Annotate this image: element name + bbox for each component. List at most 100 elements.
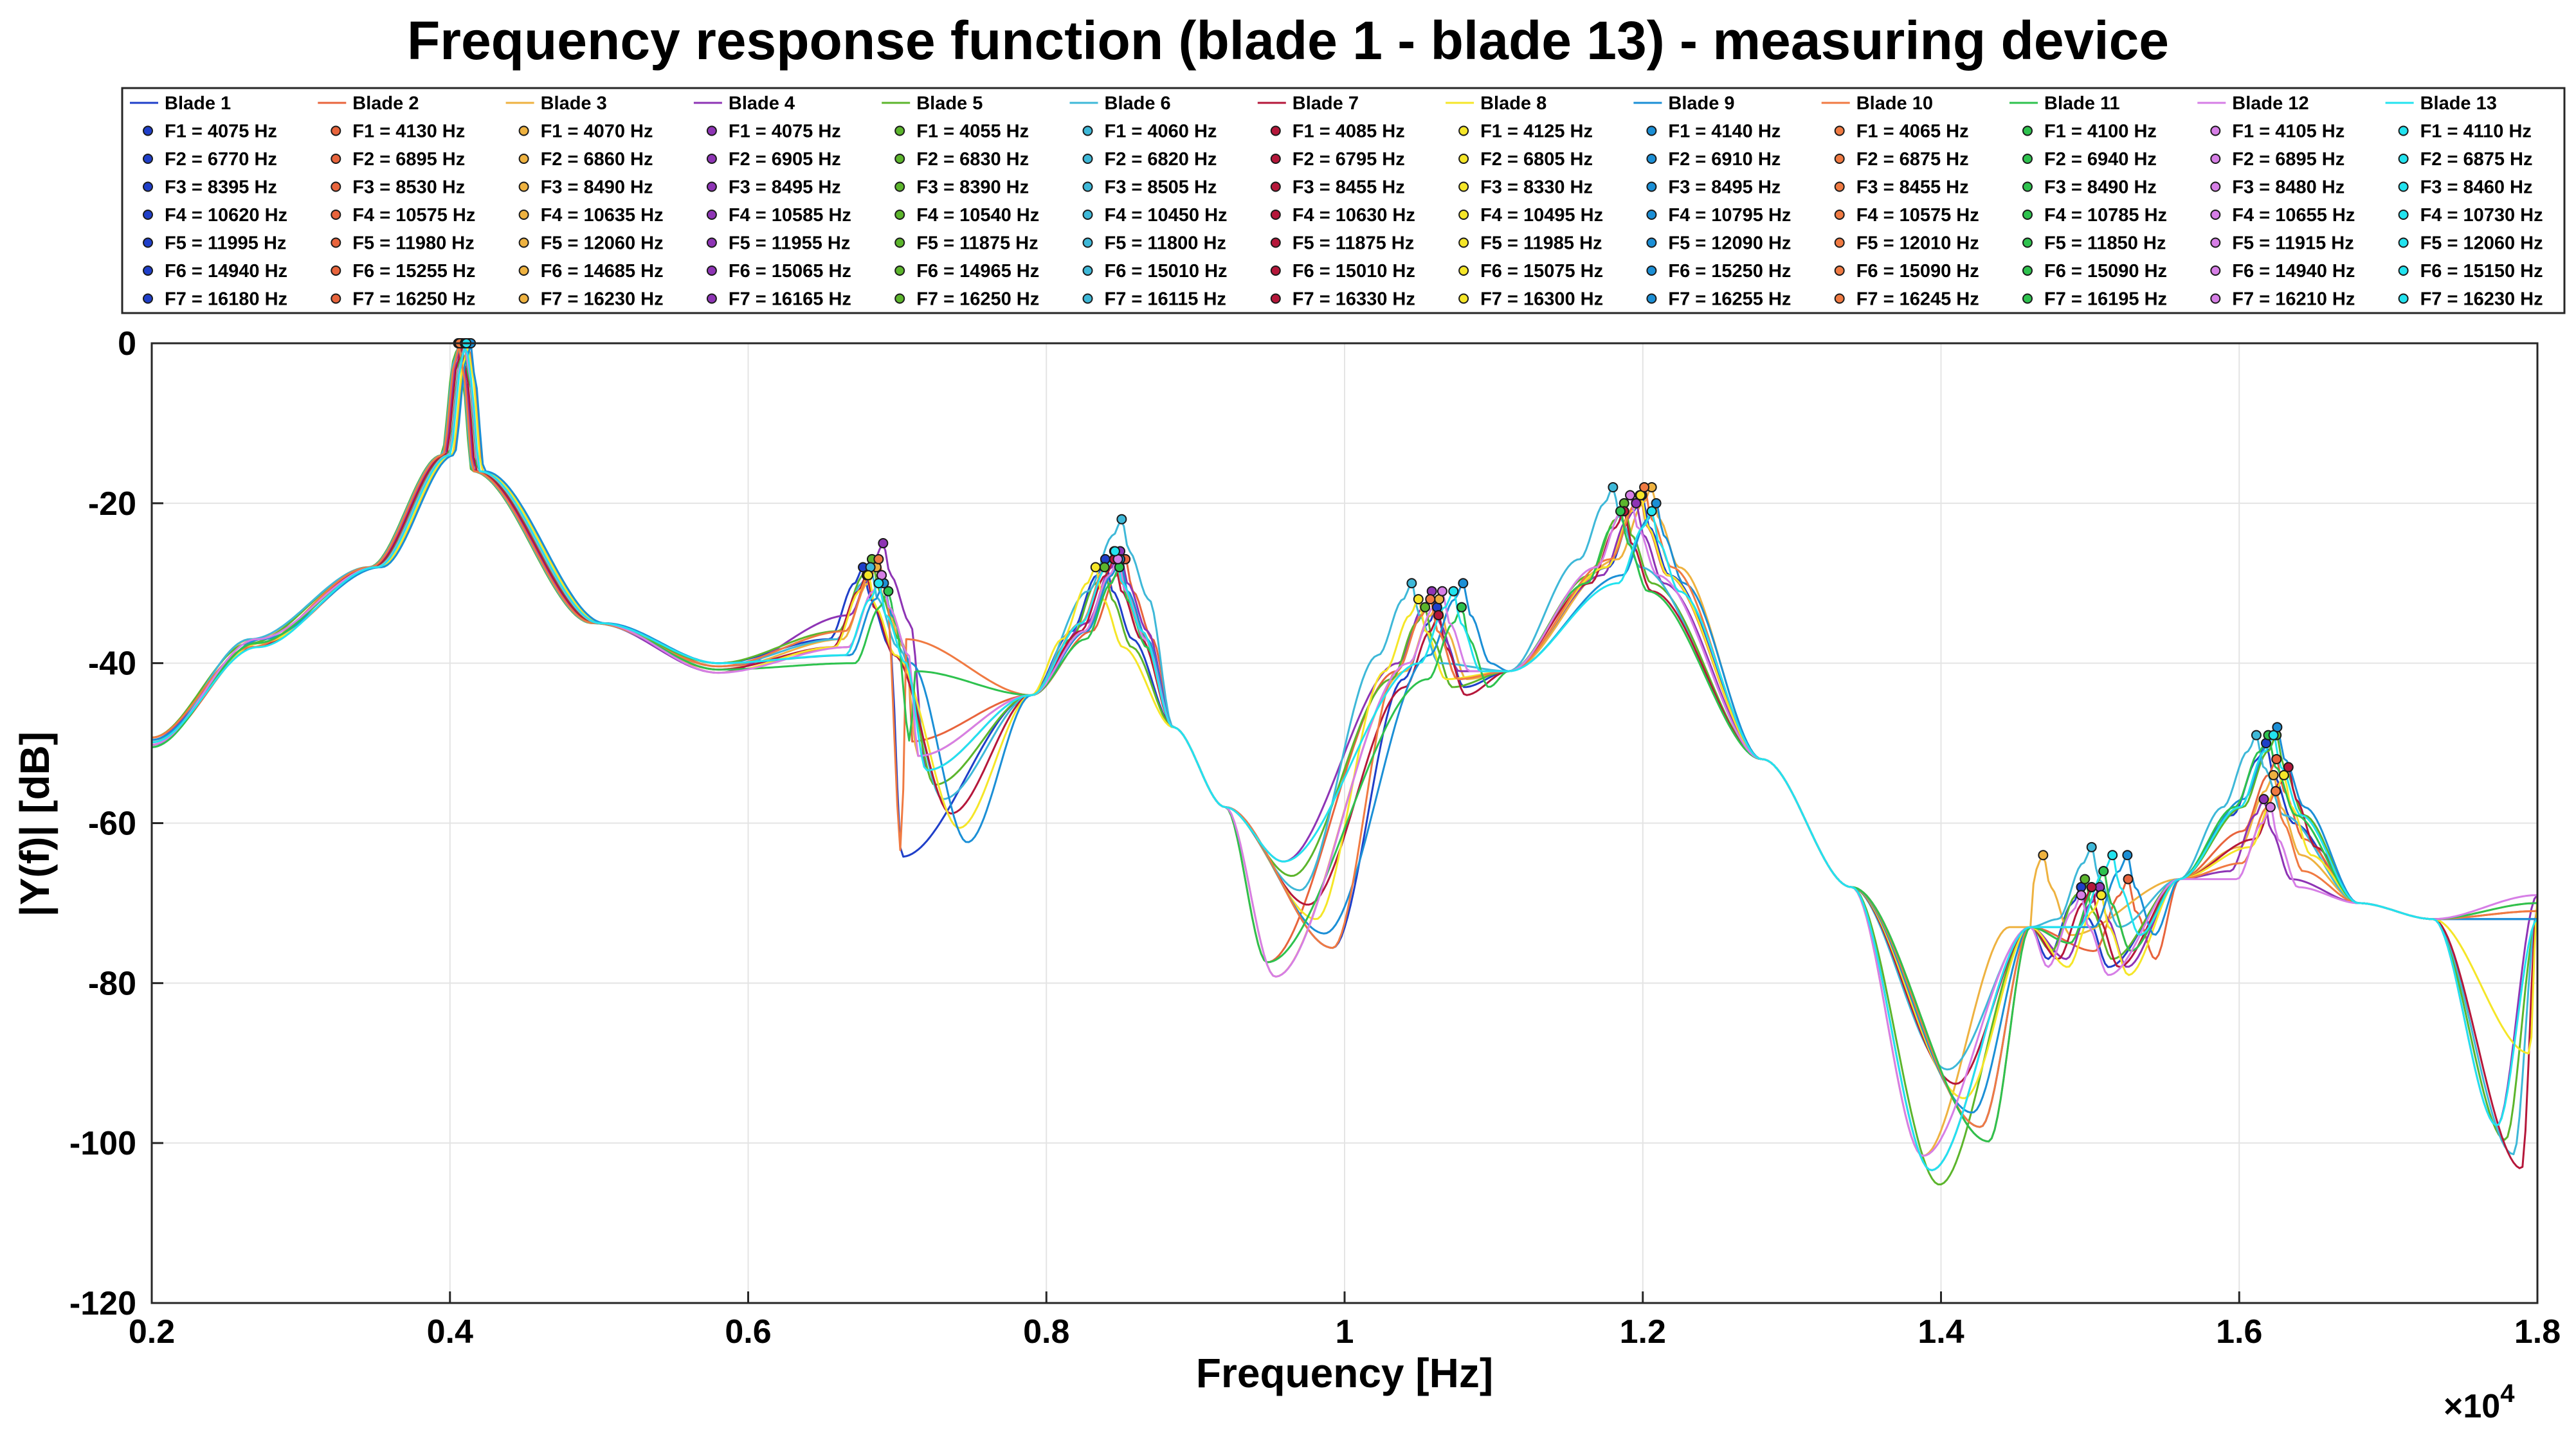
x-tick-label: 1.2 — [1620, 1313, 1666, 1351]
legend-mode-label: F7 = 16210 Hz — [2232, 289, 2355, 310]
legend-mode-label: F7 = 16330 Hz — [1293, 289, 1415, 310]
legend-mode-label: F4 = 10575 Hz — [352, 205, 475, 226]
legend-marker-swatch — [1834, 154, 1845, 164]
legend-box — [121, 87, 2566, 314]
legend-series-label: Blade 5 — [916, 93, 983, 114]
legend-marker-swatch — [1270, 181, 1281, 192]
peak-marker-blade-12-f4 — [1437, 586, 1447, 597]
legend-mode-label: F7 = 16115 Hz — [1105, 289, 1226, 310]
legend-marker-swatch — [1082, 237, 1093, 248]
legend-series-label: Blade 7 — [1293, 93, 1359, 114]
chart-title: Frequency response function (blade 1 - b… — [407, 10, 2169, 71]
legend-mode-label: F6 = 15075 Hz — [1480, 261, 1603, 282]
x-axis-exponent-power: 4 — [2500, 1380, 2515, 1408]
legend-mode-label: F5 = 11995 Hz — [165, 233, 286, 254]
legend-mode-label: F1 = 4125 Hz — [1480, 121, 1593, 142]
legend-mode-label: F1 = 4100 Hz — [2044, 121, 2157, 142]
y-tick-label: -80 — [88, 965, 136, 1002]
legend-mode-label: F5 = 11955 Hz — [729, 233, 850, 254]
peak-marker-blade-5-f6 — [2080, 874, 2091, 885]
legend-marker-swatch — [1082, 265, 1093, 276]
legend-marker-swatch — [518, 181, 529, 192]
legend-mode-label: F2 = 6770 Hz — [165, 149, 277, 170]
legend-series-label: Blade 9 — [1668, 93, 1734, 114]
legend-mode-label: F2 = 6820 Hz — [1105, 149, 1217, 170]
legend-marker-swatch — [1646, 181, 1657, 192]
peak-marker-blade-8-f3 — [1090, 562, 1101, 573]
legend-marker-swatch — [1270, 293, 1281, 304]
legend-marker-swatch — [2022, 237, 2033, 248]
legend-marker-swatch — [894, 237, 905, 248]
legend-marker-swatch — [2398, 265, 2409, 276]
legend-marker-swatch — [331, 125, 341, 136]
legend-mode-label: F2 = 6940 Hz — [2044, 149, 2157, 170]
legend-marker-swatch — [518, 210, 529, 220]
legend-mode-label: F7 = 16250 Hz — [916, 289, 1039, 310]
legend-mode-label: F6 = 15250 Hz — [1668, 261, 1791, 282]
legend-mode-label: F6 = 15010 Hz — [1105, 261, 1228, 282]
legend-marker-swatch — [1082, 293, 1093, 304]
legend-mode-label: F1 = 4105 Hz — [2232, 121, 2345, 142]
legend-marker-swatch — [143, 265, 153, 276]
legend-marker-swatch — [1270, 265, 1281, 276]
legend-mode-label: F4 = 10655 Hz — [2232, 205, 2355, 226]
legend-mode-label: F3 = 8455 Hz — [1293, 177, 1405, 198]
legend-marker-swatch — [2022, 125, 2033, 136]
legend-mode-label: F7 = 16250 Hz — [352, 289, 475, 310]
legend-mode-label: F7 = 16230 Hz — [541, 289, 664, 310]
legend-marker-swatch — [894, 210, 905, 220]
legend-marker-swatch — [143, 154, 153, 164]
legend-mode-label: F7 = 16300 Hz — [1480, 289, 1603, 310]
legend-mode-label: F5 = 11875 Hz — [916, 233, 1038, 254]
x-tick-label: 0.4 — [427, 1313, 473, 1351]
legend-mode-label: F2 = 6805 Hz — [1480, 149, 1593, 170]
legend-mode-label: F6 = 14940 Hz — [2232, 261, 2355, 282]
peak-marker-blade-6-f5 — [1608, 481, 1619, 492]
legend-marker-swatch — [2398, 293, 2409, 304]
peak-marker-blade-9-f6 — [2122, 850, 2133, 861]
legend-marker-swatch — [1458, 181, 1469, 192]
peak-marker-blade-6-f3 — [1116, 514, 1127, 525]
legend-mode-label: F1 = 4085 Hz — [1293, 121, 1405, 142]
peak-marker-blade-13-f4 — [1448, 586, 1459, 597]
x-tick-label: 1 — [1336, 1313, 1354, 1351]
legend-mode-label: F7 = 16165 Hz — [729, 289, 851, 310]
legend-marker-swatch — [2022, 181, 2033, 192]
y-tick-label: -40 — [88, 645, 136, 683]
legend-mode-label: F7 = 16255 Hz — [1668, 289, 1791, 310]
legend-mode-label: F4 = 10575 Hz — [1856, 205, 1979, 226]
legend-marker-swatch — [331, 181, 341, 192]
x-tick-label: 1.4 — [1918, 1313, 1964, 1351]
legend-marker-swatch — [894, 265, 905, 276]
legend-marker-swatch — [706, 237, 717, 248]
legend-mode-label: F2 = 6905 Hz — [729, 149, 841, 170]
legend-marker-swatch — [894, 125, 905, 136]
legend-series-label: Blade 11 — [2044, 93, 2120, 114]
legend-mode-label: F6 = 15255 Hz — [352, 261, 475, 282]
series-line-blade-4 — [150, 345, 2539, 1171]
legend-marker-swatch — [706, 265, 717, 276]
x-tick-label: 0.2 — [129, 1313, 175, 1351]
legend-mode-label: F3 = 8495 Hz — [1668, 177, 1781, 198]
y-tick-label: -120 — [69, 1285, 136, 1322]
legend-series-label: Blade 13 — [2420, 93, 2497, 114]
legend-mode-label: F3 = 8480 Hz — [2232, 177, 2345, 198]
peak-marker-blade-7-f4 — [1433, 610, 1444, 621]
legend-mode-label: F4 = 10730 Hz — [2420, 205, 2543, 226]
legend-marker-swatch — [1646, 265, 1657, 276]
x-axis-label: Frequency [Hz] — [1196, 1350, 1493, 1396]
legend-mode-label: F3 = 8395 Hz — [165, 177, 277, 198]
legend-marker-swatch — [1270, 154, 1281, 164]
legend-marker-swatch — [2022, 265, 2033, 276]
legend-marker-swatch — [143, 125, 153, 136]
legend-mode-label: F6 = 15010 Hz — [1293, 261, 1415, 282]
peak-marker-blade-9-f4 — [1458, 578, 1469, 589]
legend-marker-swatch — [518, 125, 529, 136]
peak-marker-blade-8-f6 — [2096, 890, 2107, 901]
legend-marker-swatch — [518, 265, 529, 276]
legend-mode-label: F6 = 14965 Hz — [916, 261, 1039, 282]
plot-area — [150, 338, 2539, 1304]
legend-marker-swatch — [2022, 293, 2033, 304]
legend-marker-swatch — [1082, 154, 1093, 164]
peak-marker-blade-8-f4 — [1413, 594, 1424, 605]
